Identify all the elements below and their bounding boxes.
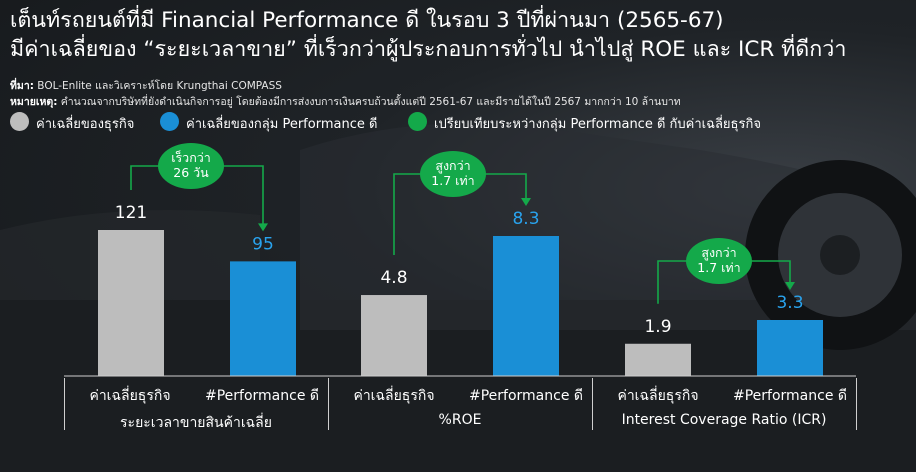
axis-separator bbox=[328, 378, 329, 430]
legend-label-business: ค่าเฉลี่ยของธุรกิจ bbox=[36, 117, 135, 132]
annotation-pill-roe: สูงกว่า 1.7 เท่า bbox=[420, 151, 486, 197]
category-label: #Performance ดี bbox=[205, 388, 319, 404]
source-label: ที่มา: bbox=[10, 80, 34, 92]
axis-separator bbox=[64, 378, 65, 430]
chart-title: เต็นท์รถยนต์ที่มี Financial Performance … bbox=[10, 6, 910, 64]
legend-label-performance: ค่าเฉลี่ยของกลุ่ม Performance ดี bbox=[186, 117, 378, 132]
title-line-1: เต็นท์รถยนต์ที่มี Financial Performance … bbox=[10, 8, 724, 33]
comparison-arrowhead bbox=[521, 198, 531, 206]
note-label: หมายเหตุ: bbox=[10, 96, 58, 108]
legend-swatch-performance bbox=[160, 112, 179, 131]
value-label: 8.3 bbox=[512, 209, 539, 229]
annotation-pill-icr: สูงกว่า 1.7 เท่า bbox=[686, 238, 752, 284]
legend-swatch-compare bbox=[408, 112, 427, 131]
source-note: ที่มา: BOL-Enlite และวิเคราะห์โดย Krungt… bbox=[10, 77, 282, 94]
comparison-arrowhead bbox=[258, 223, 268, 232]
category-label: #Performance ดี bbox=[733, 388, 847, 404]
annotation-line-2: 1.7 เท่า bbox=[697, 260, 741, 275]
value-label: 4.8 bbox=[380, 268, 407, 288]
value-label: 3.3 bbox=[776, 293, 803, 313]
bar-business bbox=[361, 295, 427, 376]
category-label: ค่าเฉลี่ยธุรกิจ bbox=[89, 388, 171, 404]
annotation-line-1: สูงกว่า bbox=[701, 245, 737, 260]
comparison-arrowhead bbox=[785, 282, 795, 290]
legend-label-compare: เปรียบเทียบระหว่างกลุ่ม Performance ดี ก… bbox=[434, 117, 761, 132]
value-label: 1.9 bbox=[644, 317, 671, 337]
bar-performance bbox=[493, 236, 559, 376]
annotation-line-1: เร็วกว่า bbox=[171, 150, 211, 165]
value-label: 95 bbox=[252, 234, 274, 254]
category-label: ค่าเฉลี่ยธุรกิจ bbox=[617, 388, 699, 404]
axis-separator bbox=[592, 378, 593, 430]
annotation-line-2: 26 วัน bbox=[173, 165, 209, 180]
annotation-line-2: 1.7 เท่า bbox=[431, 173, 475, 188]
group-label-icr: Interest Coverage Ratio (ICR) bbox=[621, 412, 827, 428]
note-text: คำนวณจากบริษัทที่ยังดำเนินกิจการอยู่ โดย… bbox=[60, 96, 681, 108]
source-text: BOL-Enlite และวิเคราะห์โดย Krungthai COM… bbox=[37, 80, 282, 92]
annotation-line-1: สูงกว่า bbox=[435, 158, 471, 173]
title-line-2: มีค่าเฉลี่ยของ “ระยะเวลาขาย” ที่เร็วกว่า… bbox=[10, 37, 847, 62]
bar-business bbox=[98, 230, 164, 376]
category-label: ค่าเฉลี่ยธุรกิจ bbox=[353, 388, 435, 404]
legend-swatch-business bbox=[10, 112, 29, 131]
value-label: 121 bbox=[115, 203, 147, 223]
axis-separator bbox=[856, 378, 857, 430]
group-label-roe: %ROE bbox=[438, 412, 482, 428]
category-label: #Performance ดี bbox=[469, 388, 583, 404]
bar-performance bbox=[230, 261, 296, 376]
footnote: หมายเหตุ: คำนวณจากบริษัทที่ยังดำเนินกิจก… bbox=[10, 93, 681, 110]
annotation-pill-sales-time: เร็วกว่า 26 วัน bbox=[158, 143, 224, 189]
bar-performance bbox=[757, 320, 823, 376]
bar-business bbox=[625, 343, 691, 376]
group-label-sales-time: ระยะเวลาขายสินค้าเฉลี่ย bbox=[120, 415, 272, 431]
